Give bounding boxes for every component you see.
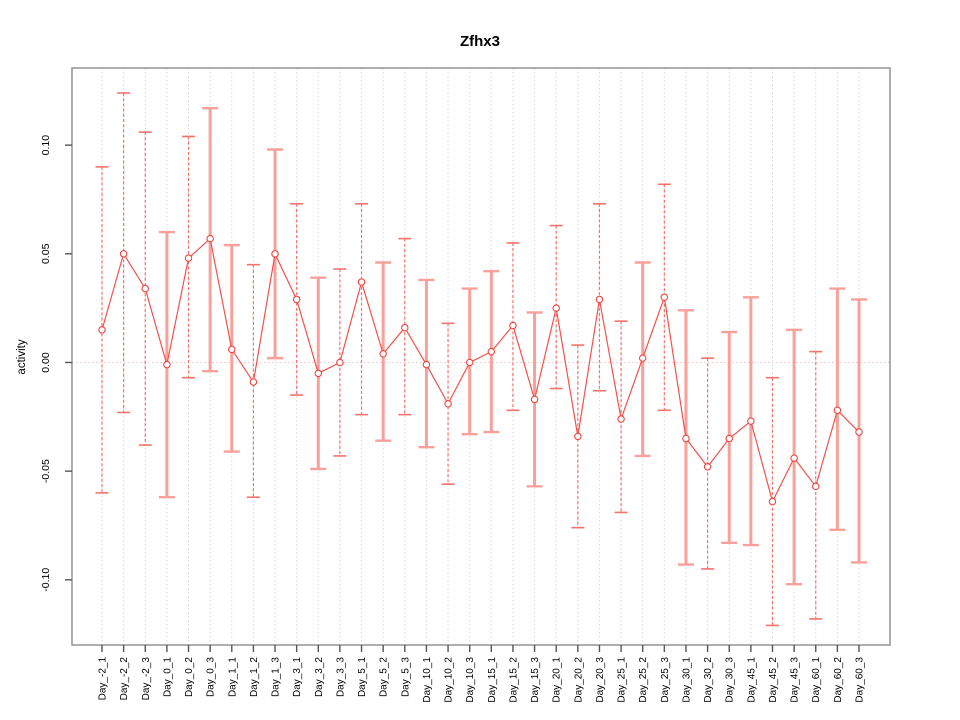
data-point bbox=[336, 358, 344, 367]
x-tick-label: Day_30_1 bbox=[681, 657, 692, 703]
x-tick-label: Day_25_2 bbox=[638, 657, 649, 703]
y-tick-label: 0.00 bbox=[40, 352, 52, 373]
x-tick-label: Day_-2_3 bbox=[141, 657, 152, 701]
data-point bbox=[509, 321, 517, 330]
data-point bbox=[768, 497, 777, 506]
data-point bbox=[725, 434, 733, 443]
x-tick-label: Day_60_3 bbox=[855, 657, 866, 703]
x-tick-label: Day_5_2 bbox=[379, 657, 390, 697]
data-point bbox=[617, 415, 625, 423]
x-tick-label: Day_25_1 bbox=[617, 657, 628, 703]
data-point bbox=[833, 406, 842, 415]
x-tick-label: Day_1_3 bbox=[271, 657, 282, 697]
data-point bbox=[444, 400, 452, 408]
data-point bbox=[530, 395, 539, 404]
x-tick-label: Day_3_2 bbox=[314, 657, 325, 697]
y-tick-label: -0.10 bbox=[40, 568, 52, 592]
data-point bbox=[747, 417, 755, 425]
data-point bbox=[401, 323, 409, 332]
x-tick-label: Day_30_3 bbox=[725, 657, 736, 703]
data-point bbox=[574, 432, 582, 441]
x-tick-label: Day_3_3 bbox=[335, 657, 346, 697]
data-point bbox=[422, 360, 431, 369]
y-tick-label: 0.10 bbox=[40, 135, 52, 156]
data-point bbox=[855, 428, 863, 436]
data-point bbox=[660, 293, 669, 302]
data-point bbox=[465, 358, 474, 367]
data-point bbox=[487, 347, 496, 356]
x-tick-label: Day_60_1 bbox=[811, 657, 822, 703]
x-tick-label: Day_60_2 bbox=[833, 657, 844, 703]
x-tick-label: Day_0_2 bbox=[184, 657, 195, 697]
x-tick-label: Day_20_1 bbox=[552, 657, 563, 703]
x-tick-label: Day_10_1 bbox=[422, 657, 433, 703]
x-tick-label: Day_45_2 bbox=[768, 657, 779, 703]
data-point bbox=[206, 234, 214, 243]
x-tick-label: Day_45_1 bbox=[746, 657, 757, 703]
data-point bbox=[228, 345, 236, 354]
data-point bbox=[682, 434, 690, 443]
data-point bbox=[595, 295, 604, 304]
plot-frame bbox=[71, 67, 891, 646]
chart-title: Zfhx3 bbox=[460, 33, 500, 50]
data-point bbox=[703, 463, 712, 471]
data-point bbox=[119, 250, 128, 258]
data-point bbox=[314, 369, 323, 378]
x-tick-label: Day_25_3 bbox=[660, 657, 671, 703]
data-point bbox=[292, 295, 301, 304]
x-tick-label: Day_-2_1 bbox=[98, 657, 109, 701]
x-tick-label: Day_-2_2 bbox=[119, 657, 130, 701]
data-point bbox=[98, 326, 106, 334]
data-point bbox=[141, 284, 150, 293]
x-tick-label: Day_1_2 bbox=[249, 657, 260, 697]
data-point bbox=[811, 482, 820, 491]
data-point bbox=[552, 304, 560, 312]
data-point bbox=[790, 454, 798, 462]
plot-area: -0.10 -0.05 0.00 0.05 0.10 Day_-2_1 Day_-2_2 Da… bbox=[40, 67, 891, 703]
y-tick-label: 0.05 bbox=[40, 243, 52, 264]
y-axis-label: activity bbox=[16, 339, 28, 374]
y-tick-label: -0.05 bbox=[40, 459, 52, 483]
data-point bbox=[271, 250, 279, 258]
data-point bbox=[249, 378, 258, 386]
data-point bbox=[357, 278, 366, 286]
data-point bbox=[184, 254, 193, 262]
x-tick-label: Day_0_1 bbox=[162, 657, 173, 697]
x-tick-label: Day_0_3 bbox=[206, 657, 217, 697]
x-tick-label: Day_45_3 bbox=[790, 657, 801, 703]
series-line bbox=[101, 237, 860, 504]
x-tick-label: Day_20_2 bbox=[573, 657, 584, 703]
data-point bbox=[163, 360, 171, 369]
x-tick-label: Day_30_2 bbox=[703, 657, 714, 703]
data-point bbox=[638, 354, 647, 362]
data-point bbox=[379, 350, 387, 358]
x-tick-label: Day_10_2 bbox=[444, 657, 455, 703]
x-tick-label: Day_20_3 bbox=[595, 657, 606, 703]
x-tick-label: Day_5_3 bbox=[400, 657, 411, 697]
x-tick-label: Day_5_1 bbox=[357, 657, 368, 697]
x-tick-label: Day_10_3 bbox=[465, 657, 476, 703]
x-tick-label: Day_15_2 bbox=[508, 657, 519, 703]
x-tick-label: Day_3_1 bbox=[292, 657, 303, 697]
x-tick-label: Day_15_3 bbox=[530, 657, 541, 703]
x-tick-label: Day_1_1 bbox=[227, 657, 238, 697]
x-tick-label: Day_15_1 bbox=[487, 657, 498, 703]
